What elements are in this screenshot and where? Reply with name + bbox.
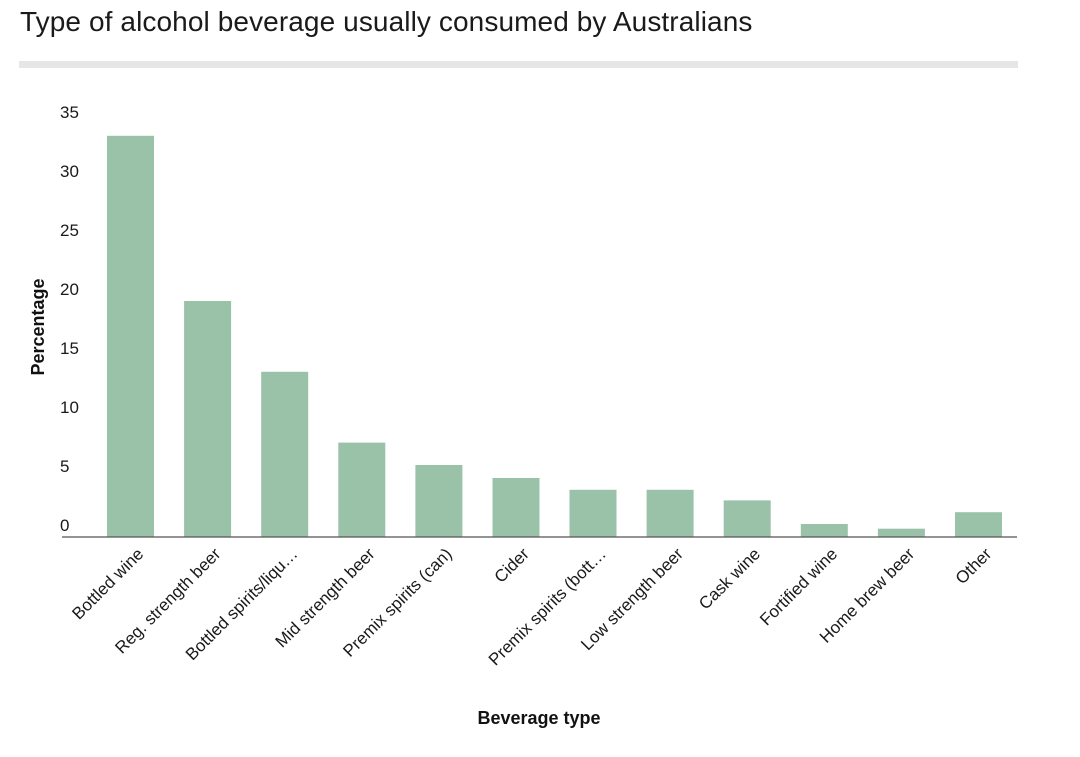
bar xyxy=(569,489,617,537)
bar xyxy=(261,371,309,537)
bar xyxy=(800,524,848,537)
bar xyxy=(184,301,232,537)
y-tick-label: 25 xyxy=(60,221,79,240)
bar xyxy=(415,465,463,537)
x-tick-label: Cider xyxy=(491,544,533,586)
x-axis-title: Beverage type xyxy=(477,708,600,728)
bar xyxy=(955,512,1002,537)
y-tick-label: 0 xyxy=(60,516,69,535)
x-tick-label: Bottled wine xyxy=(68,544,147,623)
y-tick-label: 10 xyxy=(60,398,79,417)
x-tick-label: Cask wine xyxy=(695,544,764,613)
y-tick-label: 35 xyxy=(60,103,79,122)
bar xyxy=(646,489,694,537)
y-axis-ticks: 0 5 10 15 20 25 30 35 xyxy=(60,103,79,535)
y-tick-label: 30 xyxy=(60,162,79,181)
bar xyxy=(877,528,925,537)
title-divider xyxy=(19,61,1018,68)
bar xyxy=(723,500,771,537)
x-tick-label: Fortified wine xyxy=(756,544,841,629)
y-tick-label: 15 xyxy=(60,339,79,358)
y-tick-label: 20 xyxy=(60,280,79,299)
bar xyxy=(338,442,386,537)
x-tick-label: Other xyxy=(952,544,996,588)
bar xyxy=(107,135,154,538)
bars xyxy=(107,135,1002,538)
bar xyxy=(492,478,540,537)
y-axis-title: Percentage xyxy=(28,278,48,375)
y-tick-label: 5 xyxy=(60,457,69,476)
chart-title: Type of alcohol beverage usually consume… xyxy=(20,6,753,37)
